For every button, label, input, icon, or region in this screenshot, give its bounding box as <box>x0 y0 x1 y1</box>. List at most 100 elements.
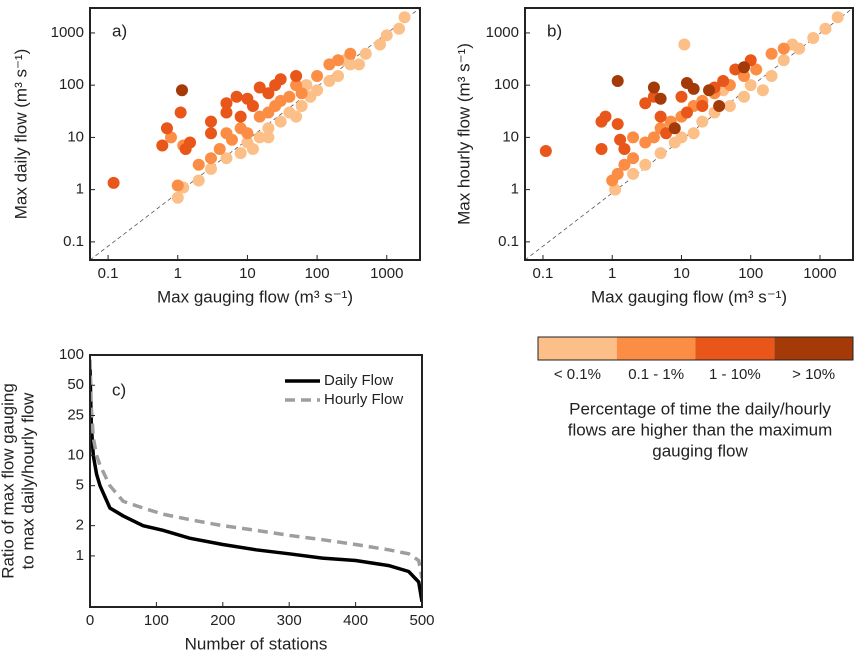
point <box>174 106 187 119</box>
point <box>283 90 296 103</box>
point <box>398 11 411 24</box>
point <box>253 131 266 144</box>
y-tick-label: 25 <box>67 406 84 423</box>
point <box>627 167 640 180</box>
point <box>627 131 640 144</box>
point <box>703 84 716 97</box>
plot-area <box>90 359 422 602</box>
y-tick-label: 10 <box>502 128 519 145</box>
point <box>220 152 233 165</box>
point <box>262 131 275 144</box>
line <box>90 359 422 579</box>
point <box>393 22 406 35</box>
colorbar-label: < 0.1% <box>554 366 601 383</box>
x-tick-label: 100 <box>144 612 169 629</box>
x-tick-label: 1 <box>608 265 616 282</box>
axes-box <box>89 354 423 608</box>
point <box>738 69 751 82</box>
x-tick-label: 200 <box>210 612 235 629</box>
colorbar-title: flows are higher than the maximum <box>568 420 833 439</box>
point <box>262 87 275 100</box>
y-axis-label: Max daily flow (m³ s⁻¹) <box>11 49 30 219</box>
point <box>184 136 197 149</box>
point <box>599 110 612 123</box>
panel: Daily Flow Hourly Flow 0 100 200 300 400 500 100… <box>0 346 435 654</box>
point <box>639 97 652 110</box>
point <box>639 136 652 149</box>
legend-label: Daily Flow <box>324 372 393 389</box>
point <box>678 38 691 51</box>
x-tick-label: 100 <box>305 265 330 282</box>
y-axis-label: Max hourly flow (m³ s⁻¹) <box>454 43 473 225</box>
point <box>171 191 184 204</box>
point <box>234 110 247 123</box>
point <box>175 84 188 97</box>
point <box>274 73 287 86</box>
axes-box <box>89 7 421 261</box>
point <box>595 142 608 155</box>
point <box>344 47 357 60</box>
point <box>192 174 205 187</box>
panel: 0.1 1 10 100 1000 0.1 1 10 100 1000 b) Max gauging … <box>454 7 854 306</box>
y-tick-label: 1 <box>76 181 84 198</box>
point <box>220 97 233 110</box>
point <box>618 142 631 155</box>
point <box>204 162 217 175</box>
point <box>765 47 778 60</box>
point <box>777 42 790 55</box>
point <box>639 158 652 171</box>
point <box>668 122 681 135</box>
point <box>171 179 184 192</box>
y-tick-label: 1000 <box>51 24 84 41</box>
point <box>618 158 631 171</box>
point <box>696 99 709 112</box>
point <box>717 75 730 88</box>
point <box>675 131 688 144</box>
point <box>290 110 303 123</box>
point <box>696 115 709 128</box>
point <box>213 142 226 155</box>
x-tick-label: 1000 <box>370 265 403 282</box>
point <box>738 90 751 103</box>
x-tick-label: 100 <box>738 265 763 282</box>
point <box>611 118 624 131</box>
panel-label: c) <box>112 380 126 399</box>
point <box>290 69 303 82</box>
point <box>274 115 287 128</box>
point <box>380 29 393 42</box>
y-tick-label: 100 <box>59 346 84 363</box>
plot-area <box>90 8 420 260</box>
y-tick-label: 0.1 <box>63 233 84 250</box>
point <box>687 82 700 95</box>
point <box>654 110 667 123</box>
y-tick-label: 2 <box>76 517 84 534</box>
point <box>204 127 217 140</box>
x-tick-label: 0.1 <box>533 265 554 282</box>
point <box>107 176 120 189</box>
y-tick-label: 10 <box>67 446 84 463</box>
point <box>359 47 372 60</box>
x-tick-label: 300 <box>277 612 302 629</box>
point <box>374 38 387 51</box>
point <box>295 87 308 100</box>
point <box>647 131 660 144</box>
colorbar-title: gauging flow <box>652 441 748 460</box>
point <box>723 99 736 112</box>
y-tick-label: 0.1 <box>498 233 519 250</box>
legend-label: Hourly Flow <box>324 391 403 408</box>
x-axis-label: Max gauging flow (m³ s⁻¹) <box>157 287 353 306</box>
y-tick-label: 100 <box>494 76 519 93</box>
point <box>807 31 820 44</box>
point <box>756 84 769 97</box>
panel-label: b) <box>547 21 562 40</box>
point <box>738 61 751 74</box>
y-tick-label: 10 <box>67 128 84 145</box>
point <box>765 69 778 82</box>
point <box>332 54 345 67</box>
point <box>269 99 282 112</box>
point <box>241 127 254 140</box>
point <box>627 152 640 165</box>
point <box>204 152 217 165</box>
